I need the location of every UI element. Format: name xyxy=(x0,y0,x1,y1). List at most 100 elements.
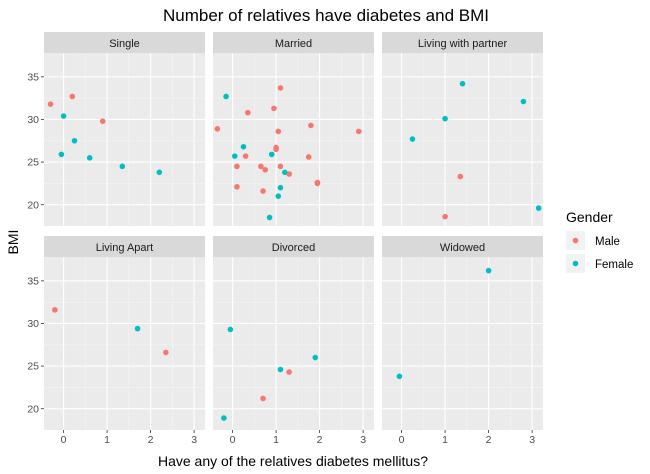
x-tick-label: 0 xyxy=(230,434,236,446)
data-point xyxy=(308,122,314,129)
data-point xyxy=(214,126,221,132)
x-tick-label: 0 xyxy=(61,434,67,446)
data-point xyxy=(119,163,126,170)
panel-background xyxy=(44,257,205,430)
data-point xyxy=(457,173,464,180)
x-tick-label: 1 xyxy=(442,434,448,446)
facet-label: Widowed xyxy=(440,242,485,254)
panel-background xyxy=(382,53,543,226)
data-point xyxy=(275,128,282,135)
data-point xyxy=(47,101,54,107)
facet-strip xyxy=(213,32,374,53)
data-point xyxy=(52,307,58,313)
facet-strip xyxy=(44,236,205,257)
data-point xyxy=(227,326,234,333)
x-tick-label: 0 xyxy=(399,434,405,446)
data-point xyxy=(442,115,448,122)
legend-title: Gender xyxy=(566,209,613,225)
data-point xyxy=(260,395,266,402)
facet-panel: Divorced 0 1 2 3 xyxy=(213,236,374,446)
facet-panel: Living Apart 0 1 2 3 20 25 30 35 xyxy=(27,236,205,446)
data-point xyxy=(268,151,275,158)
data-point xyxy=(286,171,292,177)
legend-label: Male xyxy=(595,236,620,248)
facet-strip xyxy=(44,32,205,53)
y-tick-label: 25 xyxy=(27,157,39,169)
data-point xyxy=(312,354,319,361)
x-axis-title: Have any of the relatives diabetes melli… xyxy=(158,453,428,469)
panel-background xyxy=(44,53,205,226)
data-point xyxy=(273,146,279,153)
legend-label: Female xyxy=(595,259,633,271)
y-tick-label: 20 xyxy=(27,199,39,211)
facet-strip xyxy=(382,32,543,53)
data-point xyxy=(60,113,67,119)
data-point xyxy=(260,188,266,194)
data-point xyxy=(240,143,247,150)
data-point xyxy=(277,85,284,91)
data-point xyxy=(355,128,362,135)
data-point xyxy=(314,180,321,187)
facet-panel: Single 20 25 30 35 xyxy=(27,32,205,226)
data-point xyxy=(266,214,273,221)
chart-title: Number of relatives have diabetes and BM… xyxy=(163,6,489,25)
y-tick-label: 30 xyxy=(27,114,39,126)
y-tick-label: 20 xyxy=(27,403,39,415)
x-tick-label: 1 xyxy=(273,434,279,446)
y-tick-label: 30 xyxy=(27,318,39,330)
data-point xyxy=(221,415,227,421)
data-point xyxy=(305,154,312,160)
data-point xyxy=(231,153,238,159)
data-point xyxy=(71,137,78,144)
facet-strip xyxy=(382,236,543,257)
facet-label: Married xyxy=(275,38,312,50)
facet-label: Single xyxy=(109,38,140,50)
legend-swatch xyxy=(572,260,579,267)
y-tick-label: 35 xyxy=(27,275,39,287)
facet-label: Divorced xyxy=(272,242,315,254)
legend-swatch xyxy=(572,237,579,244)
data-point xyxy=(277,163,284,170)
x-tick-label: 2 xyxy=(486,434,492,446)
data-point xyxy=(520,98,527,105)
data-point xyxy=(86,155,93,161)
facet-label: Living Apart xyxy=(96,242,153,254)
data-point xyxy=(535,205,542,211)
x-tick-label: 3 xyxy=(191,434,197,446)
data-point xyxy=(271,105,277,112)
data-point xyxy=(234,163,240,170)
data-point xyxy=(69,93,76,100)
x-tick-label: 2 xyxy=(317,434,323,446)
data-point xyxy=(275,193,282,199)
x-tick-label: 3 xyxy=(529,434,535,446)
data-point xyxy=(442,213,448,220)
panel-background xyxy=(213,257,374,430)
facet-label: Living with partner xyxy=(418,38,508,50)
facet-panel: Living with partner xyxy=(382,32,543,226)
data-point xyxy=(277,366,284,373)
facet-panel: Widowed 0 1 2 3 xyxy=(382,236,543,446)
data-point xyxy=(262,166,269,173)
data-point xyxy=(281,169,288,176)
data-point xyxy=(58,151,65,158)
data-point xyxy=(134,325,141,332)
data-point xyxy=(409,136,416,142)
y-tick-label: 35 xyxy=(27,71,39,83)
data-point xyxy=(396,373,403,380)
data-point xyxy=(99,118,106,124)
legend: Gender Male Female xyxy=(566,209,633,273)
data-point xyxy=(163,349,169,356)
facet-strip xyxy=(213,236,374,257)
panel-background xyxy=(213,53,374,226)
data-point xyxy=(459,80,466,87)
data-point xyxy=(286,369,292,375)
y-axis-title: BMI xyxy=(5,230,21,255)
y-tick-label: 25 xyxy=(27,361,39,373)
data-point xyxy=(485,267,492,274)
data-point xyxy=(277,184,284,191)
data-point xyxy=(242,153,249,159)
data-point xyxy=(258,163,264,170)
data-point xyxy=(223,93,229,100)
